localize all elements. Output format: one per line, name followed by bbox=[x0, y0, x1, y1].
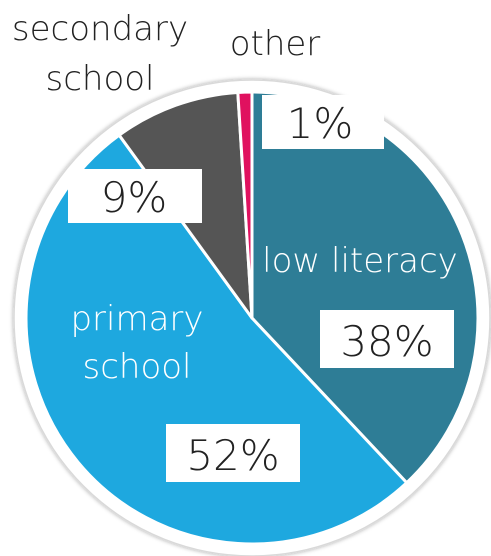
pie-slices bbox=[24, 90, 480, 546]
value-box-other bbox=[262, 95, 384, 149]
value-label-primary: 52% bbox=[186, 431, 279, 480]
value-label-low-literacy: 38% bbox=[340, 317, 433, 366]
value-box-primary bbox=[166, 424, 300, 482]
category-label-primary-line1: primary bbox=[70, 299, 203, 339]
category-label-other: other bbox=[230, 24, 321, 64]
value-box-secondary bbox=[68, 169, 202, 223]
value-label-secondary: 9% bbox=[101, 173, 168, 222]
category-label-secondary-line1: secondary bbox=[12, 9, 188, 49]
value-label-other: 1% bbox=[287, 99, 354, 148]
pie-slice-other bbox=[236, 90, 254, 320]
category-label-primary-line2: school bbox=[82, 347, 191, 387]
value-box-low-literacy bbox=[320, 310, 454, 368]
category-label-low-literacy: low literacy bbox=[262, 241, 458, 281]
pie-slice-primary-school bbox=[24, 133, 409, 546]
category-label-secondary-line2: school bbox=[45, 59, 154, 99]
